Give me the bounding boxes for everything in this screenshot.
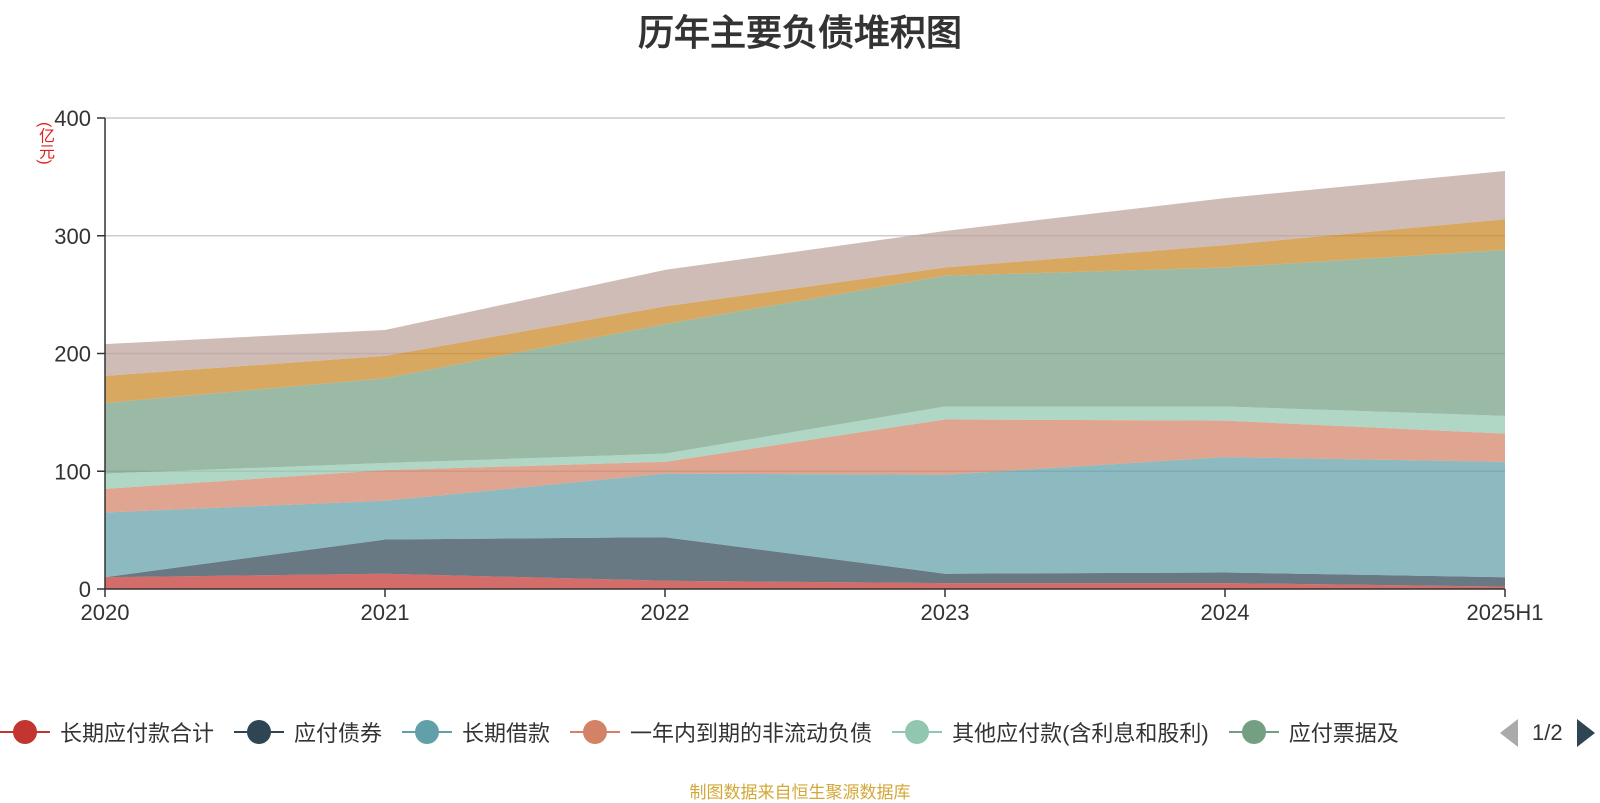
legend-item[interactable]: 其他应付款(含利息和股利) — [892, 712, 1209, 752]
legend: 长期应付款合计 应付债券 长期借款 一年内到期的非流动负债 其他应付款(含利息和股利) 应… — [0, 712, 1470, 752]
legend-page-indicator: 1/2 — [1532, 720, 1563, 745]
legend-item[interactable]: 长期借款 — [402, 712, 550, 752]
x-tick-label: 2022 — [641, 600, 690, 625]
legend-item[interactable]: 长期应付款合计 — [0, 712, 214, 752]
legend-pager: 1/2 — [1500, 718, 1595, 748]
legend-marker-icon — [892, 719, 943, 745]
x-tick-label: 2023 — [921, 600, 970, 625]
series-area — [105, 419, 1505, 513]
x-tick-label: 2024 — [1201, 600, 1250, 625]
y-tick-label: 400 — [54, 106, 91, 131]
legend-marker-icon — [402, 719, 453, 745]
x-tick-label: 2021 — [361, 600, 410, 625]
x-tick-label: 2025H1 — [1466, 600, 1543, 625]
legend-item[interactable]: 应付票据及 — [1228, 712, 1399, 752]
y-tick-label: 100 — [54, 459, 91, 484]
chart-plot: 0 100 200 300 400 2020 2021 2022 2023 2024 2025H1 — [54, 106, 1543, 625]
legend-next-page-icon[interactable] — [1576, 719, 1595, 747]
legend-marker-icon — [1228, 719, 1279, 745]
series-area — [105, 249, 1505, 474]
legend-marker-icon — [570, 719, 621, 745]
series-area — [105, 573, 1505, 589]
series-area — [105, 537, 1505, 587]
series-area — [105, 406, 1505, 489]
legend-label: 其他应付款(含利息和股利) — [952, 721, 1209, 746]
y-tick-label: 200 — [54, 342, 91, 367]
legend-item[interactable]: 应付债券 — [234, 712, 382, 752]
legend-marker-icon — [0, 719, 50, 745]
legend-item[interactable]: 一年内到期的非流动负债 — [570, 712, 872, 752]
legend-label: 应付票据及 — [1288, 721, 1399, 746]
y-axis-unit: (亿元) — [36, 122, 53, 165]
series-area — [105, 219, 1505, 403]
legend-label: 长期借款 — [462, 721, 551, 746]
legend-marker-icon — [234, 719, 285, 745]
source-note: 制图数据来自恒生聚源数据库 — [689, 783, 911, 802]
legend-prev-page-icon[interactable] — [1500, 719, 1518, 747]
y-tick-label: 300 — [54, 224, 91, 249]
y-tick-label: 0 — [79, 577, 91, 602]
legend-label: 长期应付款合计 — [60, 721, 215, 746]
legend-label: 应付债券 — [294, 721, 383, 746]
x-tick-label: 2020 — [81, 600, 130, 625]
chart-title: 历年主要负债堆积图 — [637, 12, 962, 53]
series-area — [105, 170, 1505, 376]
series-area — [105, 457, 1505, 578]
legend-label: 一年内到期的非流动负债 — [630, 721, 873, 746]
